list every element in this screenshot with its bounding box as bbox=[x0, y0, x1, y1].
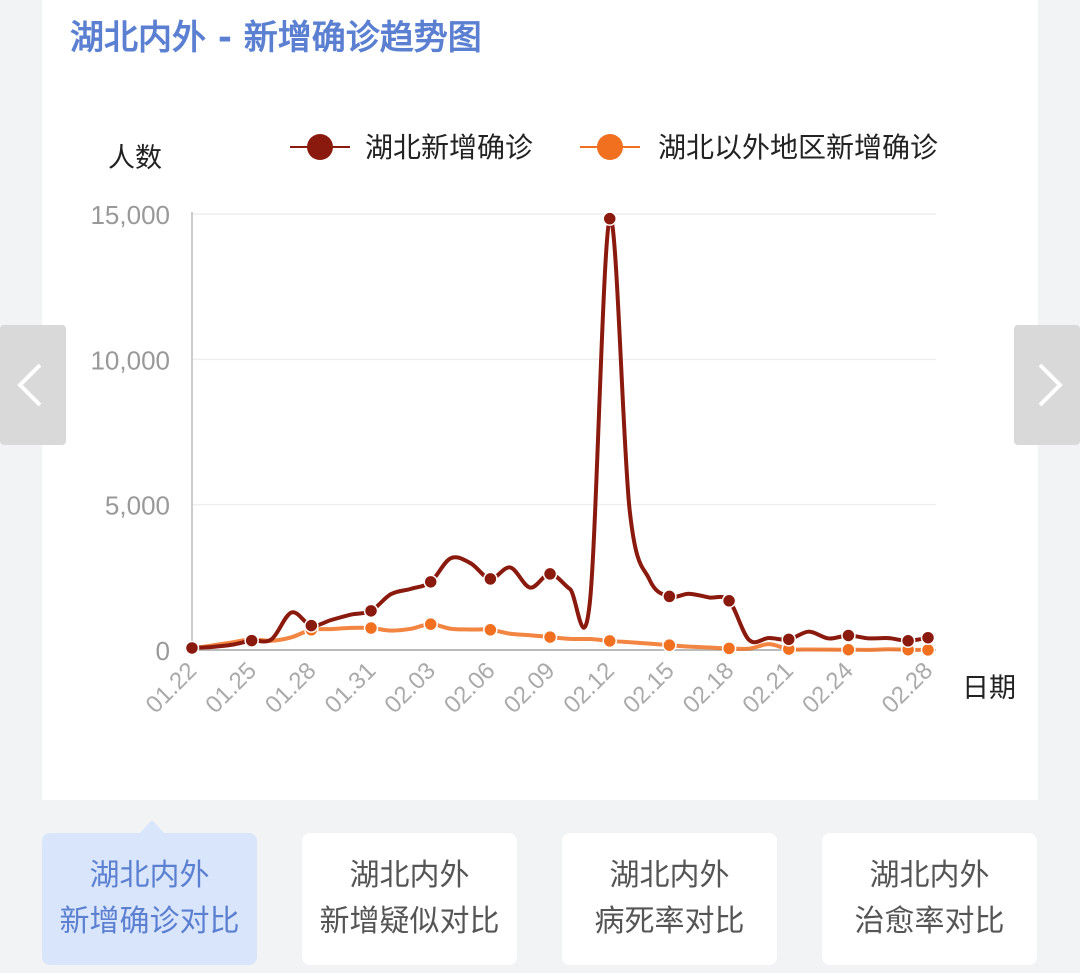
data-point bbox=[304, 618, 319, 633]
x-axis-label: 日期 bbox=[962, 673, 1016, 704]
data-point bbox=[841, 628, 856, 643]
tab-label: 治愈率对比 bbox=[854, 904, 1005, 939]
data-point bbox=[920, 630, 936, 645]
data-point bbox=[900, 633, 916, 649]
data-point bbox=[184, 640, 200, 656]
data-point bbox=[602, 633, 617, 649]
data-point bbox=[483, 571, 498, 587]
x-tick-label: 02.09 bbox=[499, 657, 561, 719]
x-tick-label: 01.31 bbox=[320, 657, 382, 719]
next-button[interactable] bbox=[1014, 325, 1080, 445]
data-point bbox=[721, 641, 737, 656]
tab-label: 新增疑似对比 bbox=[319, 904, 500, 939]
tab-label: 湖北内外 bbox=[89, 858, 210, 893]
data-point bbox=[244, 633, 259, 648]
tab-recovery-rate[interactable]: 湖北内外 治愈率对比 bbox=[822, 833, 1037, 965]
y-tick-label: 10,000 bbox=[90, 345, 170, 375]
chevron-right-icon bbox=[1038, 363, 1063, 407]
x-tick-label: 01.22 bbox=[141, 657, 203, 719]
tab-label: 湖北内外 bbox=[609, 858, 730, 893]
x-tick-label: 02.12 bbox=[558, 657, 620, 719]
prev-button[interactable] bbox=[0, 325, 66, 445]
x-tick-label: 02.24 bbox=[797, 657, 859, 719]
series-line bbox=[191, 216, 929, 650]
tab-label: 湖北内外 bbox=[869, 858, 990, 893]
x-tick-label: 02.06 bbox=[439, 657, 501, 719]
chart-title: 湖北内外 - 新增确诊趋势图 bbox=[70, 18, 482, 58]
data-point bbox=[542, 566, 558, 582]
tab-label: 湖北内外 bbox=[349, 858, 470, 893]
x-tick-label: 02.03 bbox=[379, 657, 441, 719]
legend-marker bbox=[597, 134, 623, 160]
legend-label: 湖北以外地区新增确诊 bbox=[658, 131, 938, 164]
data-point bbox=[781, 632, 797, 647]
data-point bbox=[542, 629, 558, 645]
x-tick-label: 02.21 bbox=[737, 657, 799, 719]
data-point bbox=[602, 211, 617, 226]
data-point bbox=[662, 637, 677, 653]
chevron-left-icon bbox=[17, 363, 42, 407]
active-tab-pointer bbox=[140, 820, 164, 833]
tab-label: 病死率对比 bbox=[594, 904, 745, 939]
chart-card bbox=[42, 0, 1038, 800]
legend-label: 湖北新增确诊 bbox=[365, 131, 533, 164]
x-tick-label: 02.28 bbox=[877, 657, 939, 719]
data-point bbox=[363, 603, 379, 619]
tab-fatality-rate[interactable]: 湖北内外 病死率对比 bbox=[562, 833, 777, 965]
y-axis-label: 人数 bbox=[108, 143, 162, 174]
tab-new-confirmed[interactable]: 湖北内外新增确诊对比 bbox=[42, 833, 257, 965]
series-line bbox=[191, 622, 929, 652]
data-point bbox=[363, 620, 379, 636]
data-point bbox=[920, 642, 936, 658]
y-tick-label: 5,000 bbox=[105, 491, 170, 521]
data-point bbox=[662, 589, 677, 604]
x-tick-label: 02.18 bbox=[678, 657, 740, 719]
tab-new-suspected[interactable]: 湖北内外新增疑似对比 bbox=[302, 833, 517, 965]
data-point bbox=[423, 616, 438, 632]
y-tick-label: 0 bbox=[156, 636, 170, 666]
legend-marker bbox=[307, 134, 333, 160]
x-tick-label: 02.15 bbox=[618, 657, 680, 719]
data-point bbox=[721, 593, 737, 609]
tab-label: 新增确诊对比 bbox=[59, 904, 240, 939]
y-tick-label: 15,000 bbox=[90, 200, 170, 230]
data-point bbox=[841, 642, 856, 657]
x-tick-label: 01.25 bbox=[200, 657, 262, 719]
data-point bbox=[483, 622, 498, 638]
x-tick-label: 01.28 bbox=[260, 657, 322, 719]
data-point bbox=[423, 574, 438, 590]
